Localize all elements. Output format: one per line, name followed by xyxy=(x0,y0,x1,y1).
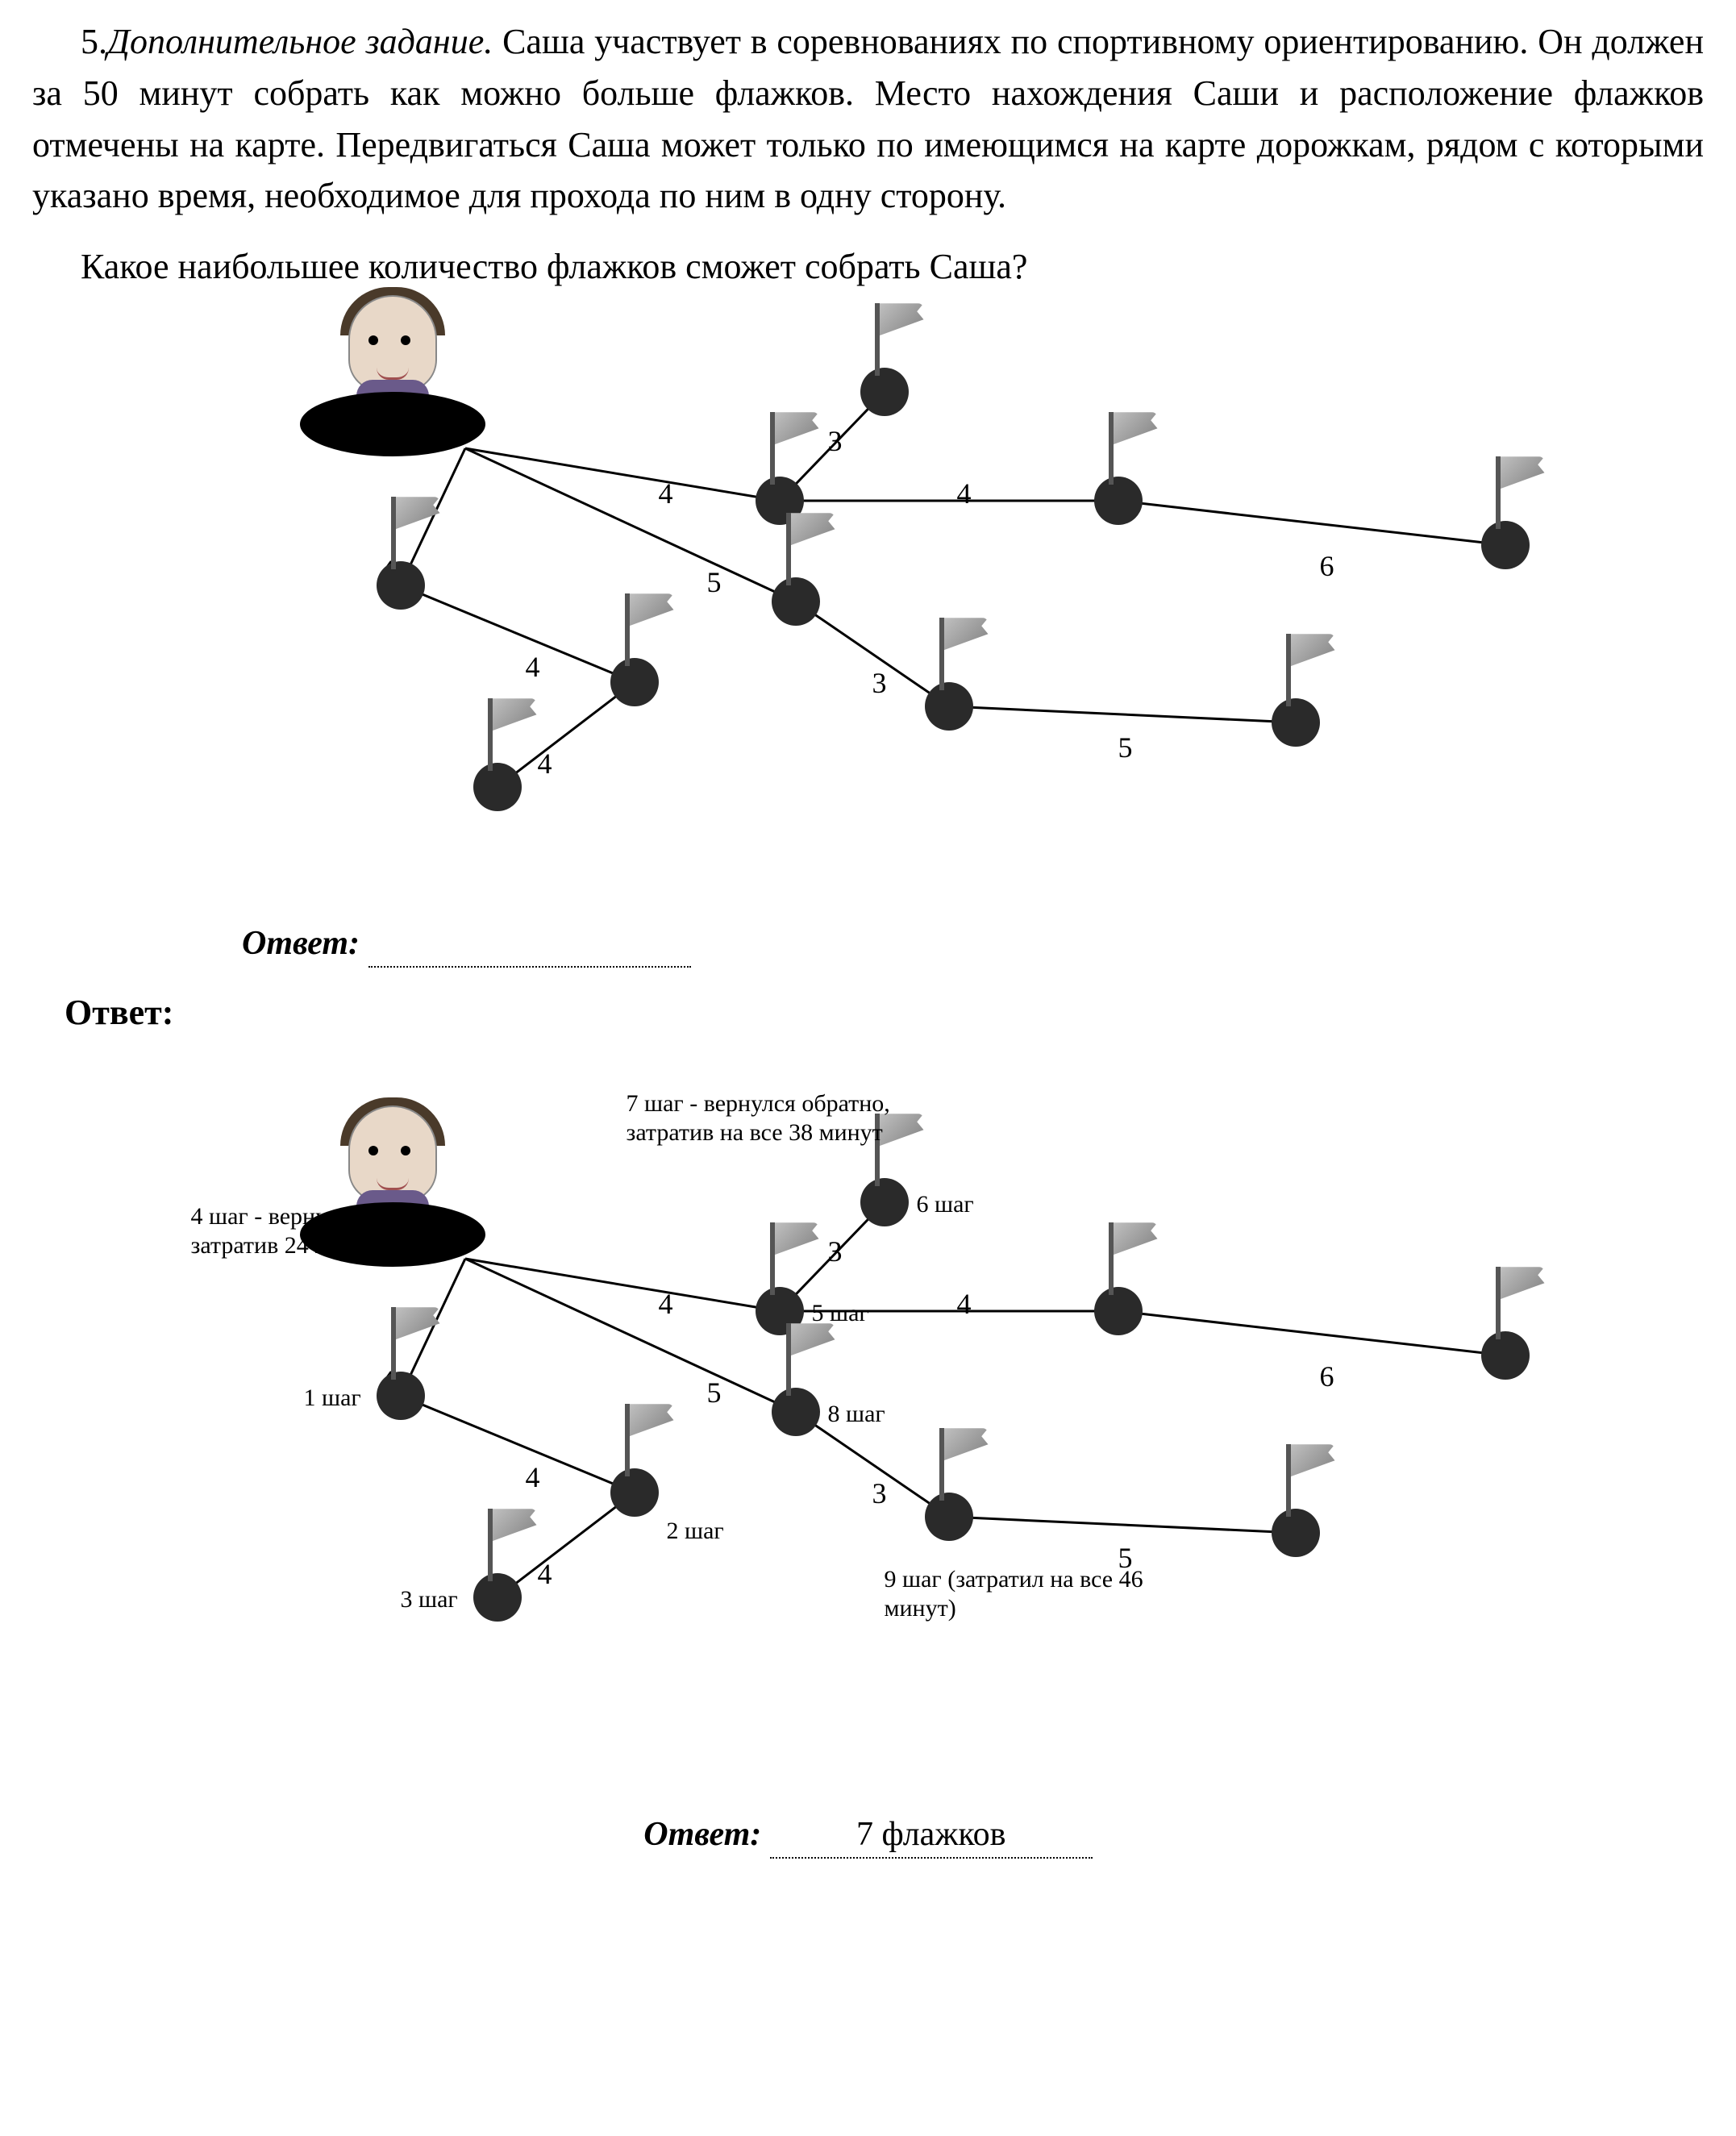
graph-node xyxy=(925,1493,973,1541)
orienteering-diagram-original: 4346454345 xyxy=(143,319,1594,900)
graph-node xyxy=(1094,1287,1143,1335)
flag-icon xyxy=(939,1428,996,1501)
flag-icon xyxy=(1496,456,1552,529)
flag-icon xyxy=(939,618,996,690)
task-question: Какое наибольшее количество флажков смож… xyxy=(32,246,1704,287)
flag-icon xyxy=(1109,412,1165,485)
flag-icon xyxy=(488,1509,544,1581)
task-text: 5.Дополнительное задание. Саша участвует… xyxy=(32,16,1704,222)
answer-header: Ответ: xyxy=(65,992,1704,1033)
edge-weight-label: 5 xyxy=(707,1376,722,1409)
graph-node xyxy=(473,1573,522,1622)
step-annotation: 1 шаг xyxy=(304,1384,361,1413)
solution-annotation: 7 шаг - вернулся обратно, затратив на вс… xyxy=(627,1089,933,1147)
task-number: 5. xyxy=(81,22,107,61)
step-annotation: 8 шаг xyxy=(828,1400,885,1429)
flag-icon xyxy=(488,698,544,771)
edge-weight-label: 4 xyxy=(659,1287,673,1321)
edge-weight-label: 5 xyxy=(1118,731,1133,764)
flag-icon xyxy=(786,513,843,585)
solution-annotation: 4 шаг - вернулся обратно, затратив 24 ми… xyxy=(191,1202,465,1260)
flag-icon xyxy=(1286,1444,1343,1517)
graph-node xyxy=(1481,1331,1530,1380)
graph-node xyxy=(377,1372,425,1420)
edge-weight-label: 4 xyxy=(957,1287,972,1321)
flag-icon xyxy=(1496,1267,1552,1339)
graph-node xyxy=(610,658,659,706)
answer-blank[interactable] xyxy=(368,924,691,968)
flag-icon xyxy=(875,303,931,376)
edge-weight-label: 3 xyxy=(872,1476,887,1510)
flag-icon xyxy=(1109,1222,1165,1295)
edge-weight-label: 4 xyxy=(526,1460,540,1494)
graph-node xyxy=(772,577,820,626)
edge-weight-label: 6 xyxy=(1320,549,1334,583)
task-label: Дополнительное задание. xyxy=(107,22,493,61)
flag-icon xyxy=(770,1222,826,1295)
edge-weight-label: 4 xyxy=(957,477,972,510)
edge-weight-label: 6 xyxy=(1320,1359,1334,1393)
flag-icon xyxy=(770,412,826,485)
flag-icon xyxy=(391,497,448,569)
step-annotation: 2 шаг xyxy=(667,1517,724,1546)
graph-node xyxy=(925,682,973,731)
graph-node xyxy=(860,368,909,416)
answer-prefix: Ответ: xyxy=(242,925,360,962)
graph-node xyxy=(1272,1509,1320,1557)
solution-annotation: 9 шаг (затратил на все 46 минут) xyxy=(885,1565,1151,1623)
edge-weight-label: 3 xyxy=(828,1235,843,1268)
answer-line-blank: Ответ: xyxy=(242,924,1704,968)
step-annotation: 3 шаг xyxy=(401,1585,458,1614)
flag-icon xyxy=(391,1307,448,1380)
step-annotation: 6 шаг xyxy=(917,1190,974,1219)
graph-node xyxy=(610,1468,659,1517)
graph-node xyxy=(772,1388,820,1436)
flag-icon xyxy=(1286,634,1343,706)
graph-node xyxy=(1272,698,1320,747)
answer-line-filled: Ответ: 7 флажков xyxy=(32,1815,1704,1859)
edge-weight-label: 3 xyxy=(828,424,843,458)
answer-prefix-2: Ответ: xyxy=(643,1816,761,1853)
flag-icon xyxy=(786,1323,843,1396)
graph-node xyxy=(860,1178,909,1226)
graph-node xyxy=(473,763,522,811)
graph-node xyxy=(377,561,425,610)
graph-node xyxy=(1481,521,1530,569)
answer-value: 7 флажков xyxy=(770,1815,1093,1859)
flag-icon xyxy=(625,593,681,666)
graph-node xyxy=(1094,477,1143,525)
orienteering-diagram-solution: 43464543455 шаг6 шаг1 шаг8 шаг2 шаг3 шаг… xyxy=(143,1049,1594,1791)
edge-weight-label: 4 xyxy=(526,650,540,684)
edge-weight-label: 3 xyxy=(872,666,887,700)
edge-weight-label: 5 xyxy=(707,565,722,599)
flag-icon xyxy=(625,1404,681,1476)
edge-weight-label: 4 xyxy=(659,477,673,510)
